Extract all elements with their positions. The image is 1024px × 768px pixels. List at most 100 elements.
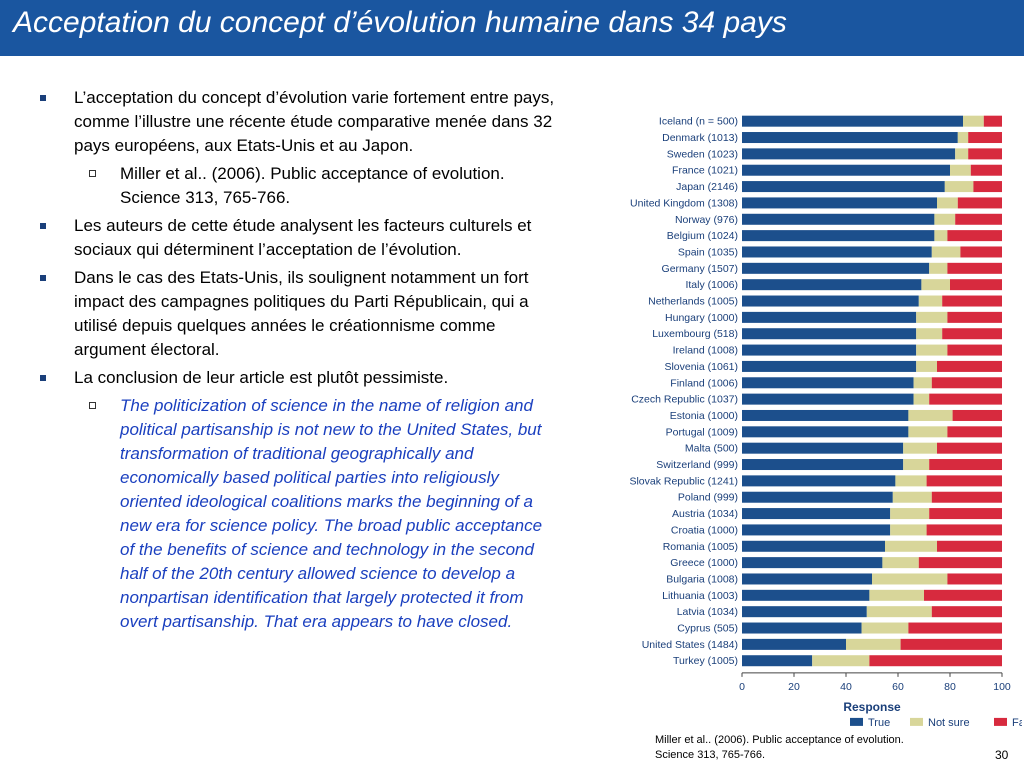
legend-swatch-true — [850, 717, 863, 726]
bar-false — [924, 589, 1002, 601]
bullet-4: La conclusion de leur article est plutôt… — [40, 366, 560, 390]
category-label: Finland (1006) — [670, 377, 738, 389]
bar-not-sure — [916, 311, 948, 323]
bar-true — [742, 540, 885, 552]
x-tick-label: 0 — [739, 681, 745, 693]
bar-false — [955, 213, 1002, 225]
bullet-text: La conclusion de leur article est plutôt… — [74, 368, 449, 387]
bar-not-sure — [882, 557, 919, 569]
bar-false — [952, 409, 1002, 421]
bar-true — [742, 246, 932, 258]
bar-not-sure — [903, 459, 930, 471]
bar-true — [742, 491, 893, 503]
bar-true — [742, 622, 862, 634]
category-label: Denmark (1013) — [662, 132, 738, 144]
bar-false — [869, 655, 1002, 667]
bar-true — [742, 328, 917, 340]
bar-false — [908, 622, 1002, 634]
sub-bullet-quote: The politicization of science in the nam… — [89, 394, 560, 634]
bar-true — [742, 589, 870, 601]
x-axis-label: Response — [843, 700, 901, 714]
category-label: Iceland (n = 500) — [659, 116, 738, 128]
bar-false — [947, 262, 1002, 274]
bar-true — [742, 409, 909, 421]
bar-false — [942, 295, 1002, 307]
bar-true — [742, 573, 872, 585]
square-bullet-icon — [89, 170, 96, 177]
square-bullet-icon — [89, 402, 96, 409]
bar-false — [926, 475, 1002, 487]
category-label: Ireland (1008) — [673, 345, 738, 357]
bar-not-sure — [950, 164, 971, 176]
bar-not-sure — [916, 344, 948, 356]
x-tick-label: 20 — [788, 681, 800, 693]
bar-not-sure — [846, 638, 901, 650]
bar-false — [931, 377, 1002, 389]
bar-false — [937, 540, 1002, 552]
category-label: Portugal (1009) — [666, 426, 738, 438]
bar-true — [742, 459, 904, 471]
bar-false — [947, 230, 1002, 242]
bar-true — [742, 475, 896, 487]
bar-true — [742, 311, 917, 323]
category-label: Switzerland (999) — [656, 459, 738, 471]
bullet-1: L’acceptation du concept d’évolution var… — [40, 86, 560, 158]
category-label: Hungary (1000) — [665, 312, 738, 324]
category-label: Japan (2146) — [676, 181, 738, 193]
category-label: Sweden (1023) — [667, 148, 738, 160]
category-label: Netherlands (1005) — [648, 296, 738, 308]
bar-not-sure — [929, 262, 948, 274]
bar-false — [973, 181, 1002, 193]
bullet-text: Miller et al.. (2006). Public acceptance… — [120, 164, 505, 207]
bar-not-sure — [890, 508, 930, 520]
bar-true — [742, 606, 867, 618]
bar-true — [742, 197, 937, 209]
bar-true — [742, 557, 883, 569]
category-label: Spain (1035) — [678, 246, 738, 258]
bar-not-sure — [866, 606, 932, 618]
bar-true — [742, 164, 950, 176]
bar-true — [742, 295, 919, 307]
category-label: Estonia (1000) — [670, 410, 738, 422]
bullet-list: L’acceptation du concept d’évolution var… — [40, 86, 560, 638]
bar-true — [742, 360, 917, 372]
bar-not-sure — [944, 181, 974, 193]
category-label: Belgium (1024) — [667, 230, 738, 242]
bar-false — [947, 311, 1002, 323]
bar-true — [742, 181, 945, 193]
bar-true — [742, 344, 917, 356]
bar-not-sure — [903, 442, 937, 454]
legend-label: False — [1012, 717, 1022, 728]
category-label: Norway (976) — [675, 214, 738, 226]
bar-true — [742, 115, 963, 127]
bar-false — [931, 491, 1002, 503]
legend-label: True — [868, 717, 890, 728]
bar-false — [900, 638, 1002, 650]
category-label: France (1021) — [672, 165, 738, 177]
bar-not-sure — [892, 491, 932, 503]
bar-true — [742, 426, 909, 438]
bar-not-sure — [890, 524, 927, 536]
bar-false — [968, 148, 1002, 160]
bar-not-sure — [918, 295, 943, 307]
bar-not-sure — [963, 115, 984, 127]
bullet-text: Les auteurs de cette étude analysent les… — [74, 216, 532, 259]
legend-swatch-false — [994, 717, 1007, 726]
bar-false — [929, 393, 1002, 405]
bar-true — [742, 442, 904, 454]
bar-not-sure — [908, 409, 953, 421]
bar-not-sure — [934, 230, 948, 242]
category-label: Bulgaria (1008) — [666, 573, 738, 585]
bar-not-sure — [921, 279, 950, 291]
bar-not-sure — [931, 246, 961, 258]
bar-false — [970, 164, 1002, 176]
bar-false — [918, 557, 1002, 569]
bar-false — [957, 197, 1002, 209]
bar-not-sure — [872, 573, 948, 585]
legend-swatch-not-sure — [910, 717, 923, 726]
bar-not-sure — [812, 655, 870, 667]
bar-false — [947, 573, 1002, 585]
bar-not-sure — [916, 328, 943, 340]
sub-bullet-reference: Miller et al.. (2006). Public acceptance… — [89, 162, 560, 210]
stacked-bar-chart: Iceland (n = 500) Denmark (1013) Sweden (1… — [629, 115, 1022, 728]
